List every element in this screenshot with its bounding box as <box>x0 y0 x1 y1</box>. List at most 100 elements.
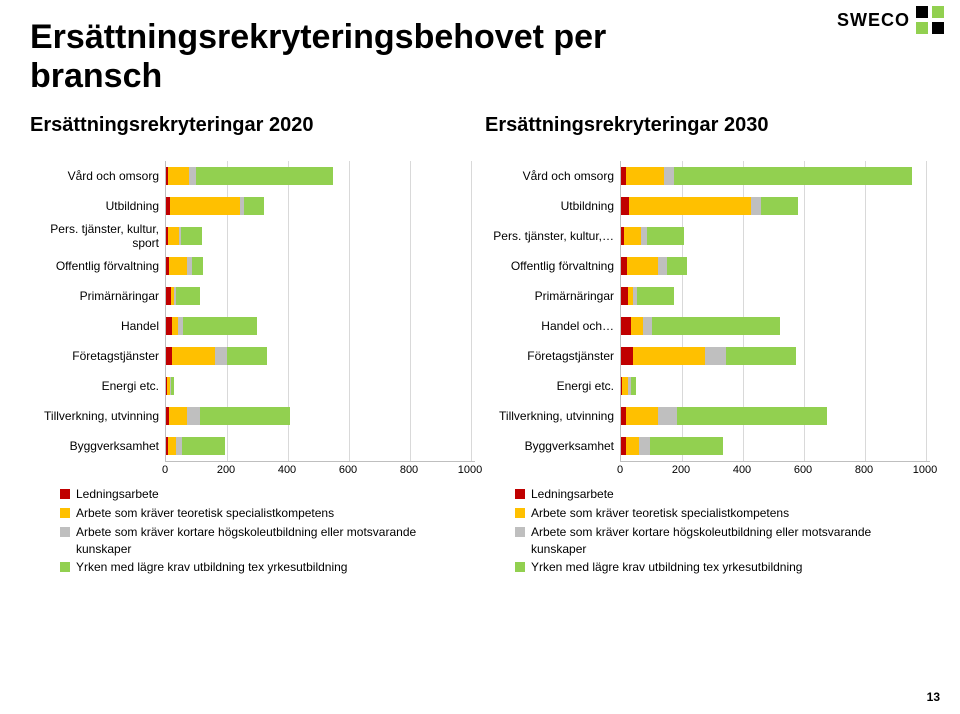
bar-stack <box>166 227 202 245</box>
bar-segment-specialist <box>627 257 658 275</box>
legend-label: Arbete som kräver kortare högskoleutbild… <box>531 524 891 558</box>
bar-row <box>621 161 930 191</box>
bar-segment-ledningsarbete <box>621 287 628 305</box>
bar-segment-lagre <box>647 227 684 245</box>
chart-1: Ersättningsrekryteringar 2030 Vård och om… <box>485 114 930 578</box>
bar-stack <box>621 377 636 395</box>
bar-segment-ledningsarbete <box>621 347 633 365</box>
bar-row <box>166 191 475 221</box>
legend-swatch <box>60 489 70 499</box>
bar-stack <box>621 347 796 365</box>
category-label: Offentlig förvaltning <box>485 251 620 281</box>
axis-tick: 800 <box>855 464 873 476</box>
category-label: Företagstjänster <box>485 341 620 371</box>
category-labels: Vård och omsorgUtbildningPers. tjänster,… <box>485 161 620 462</box>
bar-segment-lagre <box>192 257 203 275</box>
legend-label: Ledningsarbete <box>531 486 614 503</box>
bar-row <box>621 191 930 221</box>
bar-segment-specialist <box>168 167 189 185</box>
bar-segment-kortare <box>215 347 227 365</box>
legend-item: Yrken med lägre krav utbildning tex yrke… <box>60 559 475 576</box>
legend-swatch <box>515 508 525 518</box>
axis-tick: 0 <box>162 464 168 476</box>
bar-stack <box>166 347 267 365</box>
bar-row <box>166 221 475 251</box>
bar-segment-kortare <box>705 347 726 365</box>
legend-swatch <box>60 527 70 537</box>
bar-segment-lagre <box>244 197 264 215</box>
legend-swatch <box>515 489 525 499</box>
chart-title: Ersättningsrekryteringar 2020 <box>30 114 475 137</box>
bar-stack <box>166 437 225 455</box>
bar-segment-lagre <box>761 197 798 215</box>
bar-stack <box>166 287 200 305</box>
bar-segment-lagre <box>667 257 687 275</box>
bar-segment-specialist <box>633 347 705 365</box>
category-label: Byggverksamhet <box>485 431 620 461</box>
bar-stack <box>621 407 827 425</box>
legend-label: Yrken med lägre krav utbildning tex yrke… <box>531 559 802 576</box>
legend-item: Ledningsarbete <box>515 486 930 503</box>
page-number: 13 <box>927 690 940 704</box>
legend-label: Yrken med lägre krav utbildning tex yrke… <box>76 559 347 576</box>
legend-item: Yrken med lägre krav utbildning tex yrke… <box>515 559 930 576</box>
bar-row <box>166 161 475 191</box>
logo: SWECO <box>837 6 944 34</box>
bar-row <box>621 431 930 461</box>
category-label: Vård och omsorg <box>485 161 620 191</box>
bar-stack <box>621 257 687 275</box>
bar-segment-lagre <box>182 437 225 455</box>
axis-tick: 1000 <box>458 464 482 476</box>
bar-segment-lagre <box>176 287 200 305</box>
bar-stack <box>166 257 203 275</box>
legend-item: Arbete som kräver kortare högskoleutbild… <box>60 524 475 558</box>
bar-stack <box>166 407 290 425</box>
legend: Ledningsarbete Arbete som kräver teoretis… <box>515 486 930 576</box>
bar-segment-specialist <box>631 317 643 335</box>
bar-row <box>166 281 475 311</box>
axis-ticks: 02004006008001000 <box>620 462 925 480</box>
bar-segment-specialist <box>172 347 215 365</box>
bar-row <box>166 371 475 401</box>
bar-segment-lagre <box>171 377 174 395</box>
axis-tick: 600 <box>794 464 812 476</box>
bar-segment-ledningsarbete <box>621 317 631 335</box>
bar-segment-lagre <box>200 407 290 425</box>
category-label: Handel och… <box>485 311 620 341</box>
category-label: Företagstjänster <box>30 341 165 371</box>
bar-stack <box>621 437 723 455</box>
bar-segment-specialist <box>168 437 176 455</box>
category-label: Tillverkning, utvinning <box>485 401 620 431</box>
category-label: Handel <box>30 311 165 341</box>
category-label: Byggverksamhet <box>30 431 165 461</box>
bar-segment-specialist <box>169 257 187 275</box>
category-label: Pers. tjänster, kultur,… <box>485 221 620 251</box>
axis-tick: 400 <box>733 464 751 476</box>
legend-label: Ledningsarbete <box>76 486 159 503</box>
bar-stack <box>621 287 674 305</box>
axis-tick: 0 <box>617 464 623 476</box>
bar-row <box>621 251 930 281</box>
bar-segment-kortare <box>751 197 762 215</box>
category-label: Primärnäringar <box>30 281 165 311</box>
bar-segment-specialist <box>626 407 658 425</box>
chart-title: Ersättningsrekryteringar 2030 <box>485 114 930 137</box>
bar-segment-specialist <box>169 407 187 425</box>
charts-row: Ersättningsrekryteringar 2020 Vård och om… <box>30 114 930 578</box>
legend-label: Arbete som kräver teoretisk specialistko… <box>76 505 334 522</box>
legend: Ledningsarbete Arbete som kräver teoretis… <box>60 486 475 576</box>
legend-swatch <box>515 562 525 572</box>
category-label: Vård och omsorg <box>30 161 165 191</box>
bar-segment-kortare <box>643 317 652 335</box>
plot <box>165 161 475 462</box>
bar-segment-kortare <box>639 437 650 455</box>
legend-swatch <box>60 562 70 572</box>
bar-stack <box>166 377 174 395</box>
chart-area: Vård och omsorgUtbildningPers. tjänster,… <box>485 161 930 462</box>
legend-swatch <box>515 527 525 537</box>
bar-stack <box>166 197 264 215</box>
category-label: Pers. tjänster, kultur, sport <box>30 221 165 251</box>
chart-0: Ersättningsrekryteringar 2020 Vård och om… <box>30 114 475 578</box>
legend-label: Arbete som kräver teoretisk specialistko… <box>531 505 789 522</box>
bar-row <box>621 341 930 371</box>
